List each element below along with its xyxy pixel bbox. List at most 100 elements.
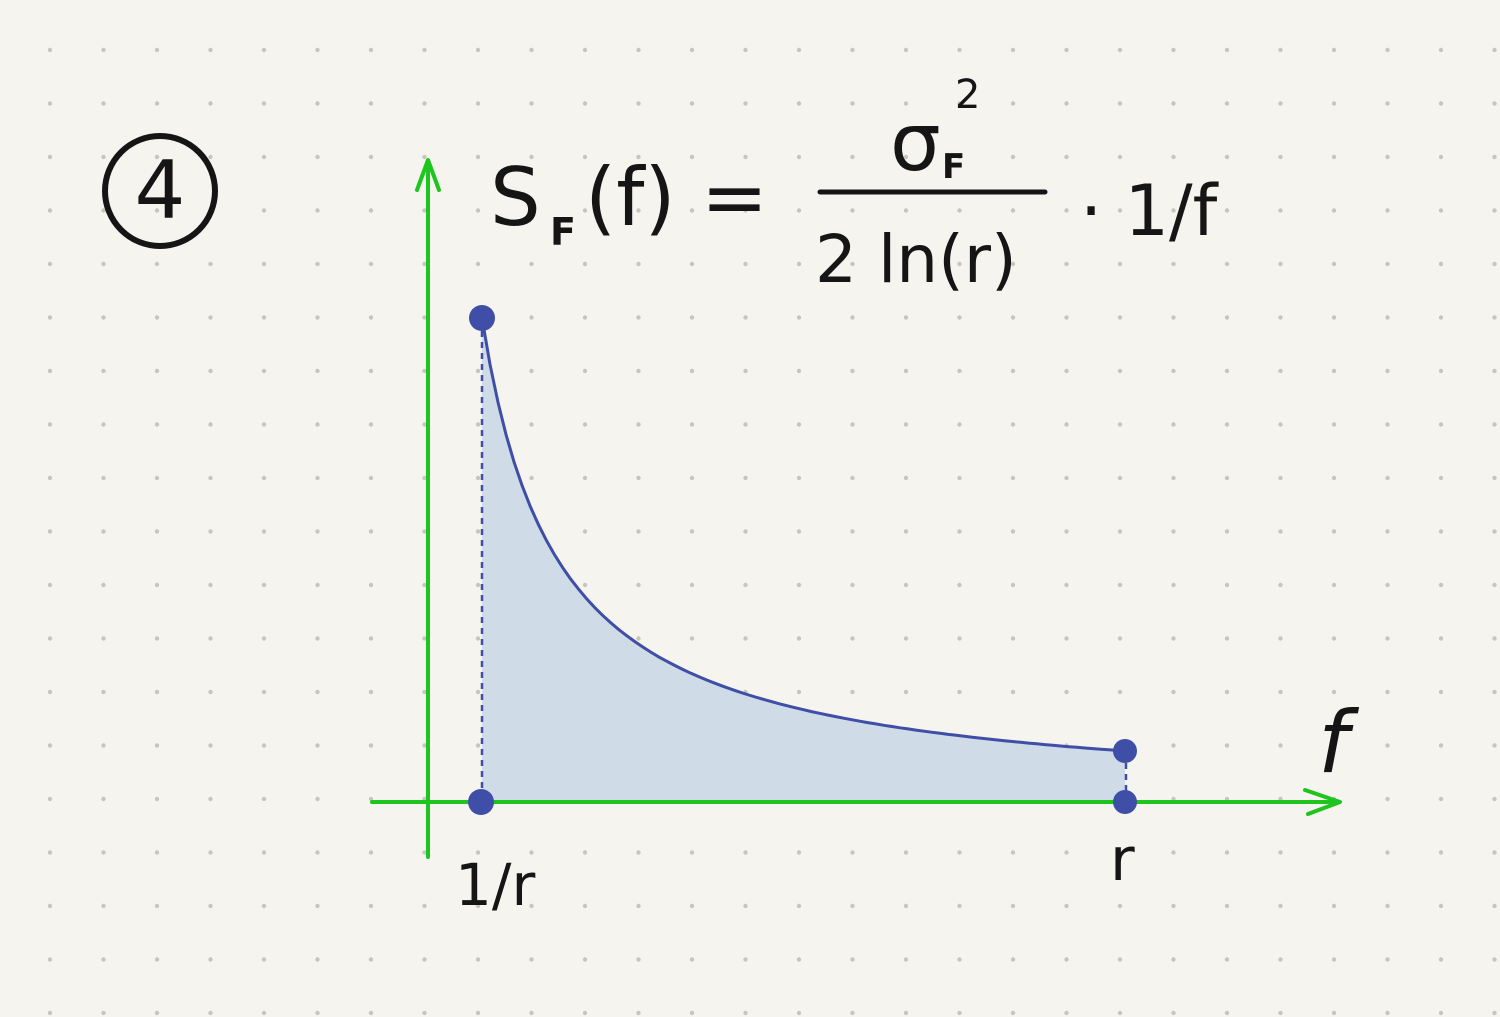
grid-dot [261, 796, 267, 802]
grid-dot [1064, 850, 1069, 855]
grid-dot [208, 154, 213, 160]
grid-dot [743, 154, 748, 160]
grid-dot [582, 475, 588, 481]
grid-dot [957, 957, 962, 962]
grid-dot [101, 689, 106, 695]
grid-dot [582, 1010, 588, 1016]
grid-dot [208, 1010, 213, 1016]
grid-dot [315, 47, 320, 53]
grid-dot [208, 636, 213, 641]
grid-dot [101, 368, 106, 374]
grid-dot [1117, 422, 1123, 427]
grid-dot [689, 582, 695, 588]
grid-dot [315, 422, 320, 427]
grid-dot [850, 850, 855, 855]
grid-dot [1438, 796, 1444, 802]
grid-dot [1064, 208, 1069, 213]
grid-dot [1117, 208, 1123, 213]
grid-dot [208, 368, 213, 374]
grid-dot [101, 154, 106, 160]
grid-dot [261, 1010, 267, 1016]
grid-dot [636, 957, 641, 962]
grid-dot [47, 422, 53, 427]
grid-dot [101, 422, 106, 427]
grid-dot [101, 582, 106, 588]
grid-dot [689, 1010, 695, 1016]
grid-dot [1492, 475, 1497, 481]
grid-dot [47, 208, 53, 213]
grid-dot [1278, 101, 1283, 106]
grid-dot [1331, 315, 1337, 320]
grid-dot [154, 208, 160, 213]
grid-dot [689, 315, 695, 320]
grid-dot [850, 154, 855, 160]
grid-dot [208, 796, 213, 802]
grid-dot [1438, 47, 1444, 53]
formula-lhs-subscript: F [550, 210, 576, 254]
grid-dot [1492, 154, 1497, 160]
grid-dot [475, 261, 481, 267]
grid-dot [1438, 903, 1444, 909]
grid-dot [1492, 903, 1497, 909]
grid-dot [1117, 1010, 1123, 1016]
grid-dot [636, 850, 641, 855]
grid-dot [796, 47, 802, 53]
grid-dot [1171, 1010, 1176, 1016]
grid-dot [1385, 636, 1390, 641]
grid-dot [582, 47, 588, 53]
grid-dot [1331, 743, 1337, 748]
grid-dot [1438, 1010, 1444, 1016]
grid-dot [47, 689, 53, 695]
grid-dot [636, 101, 641, 106]
grid-dot [1492, 1010, 1497, 1016]
formula-factor: · 1/f [1080, 170, 1219, 252]
grid-dot [1224, 850, 1230, 855]
grid-dot [261, 315, 267, 320]
grid-dot [475, 689, 481, 695]
grid-dot [1278, 636, 1283, 641]
grid-dot [1438, 743, 1444, 748]
grid-dot [636, 422, 641, 427]
grid-dot [636, 47, 641, 53]
grid-dot [850, 957, 855, 962]
grid-dot [368, 850, 374, 855]
grid-dot [1010, 529, 1016, 534]
grid-dot [1278, 368, 1283, 374]
grid-dot [368, 582, 374, 588]
grid-dot [1331, 1010, 1337, 1016]
grid-dot [582, 529, 588, 534]
grid-dot [1385, 796, 1390, 802]
grid-dot [261, 582, 267, 588]
grid-dot [315, 368, 320, 374]
grid-dot [743, 1010, 748, 1016]
grid-dot [154, 743, 160, 748]
grid-dot [743, 903, 748, 909]
grid-dot [796, 208, 802, 213]
grid-dot [315, 1010, 320, 1016]
grid-dot [582, 208, 588, 213]
grid-dot [1385, 529, 1390, 534]
grid-dot [1331, 154, 1337, 160]
grid-dot [368, 101, 374, 106]
grid-dot [1438, 689, 1444, 695]
grid-dot [261, 101, 267, 106]
grid-dot [47, 261, 53, 267]
grid-dot [1171, 475, 1176, 481]
grid-dot [796, 689, 802, 695]
grid-dot [208, 47, 213, 53]
grid-dot [1010, 47, 1016, 53]
grid-dot [1224, 261, 1230, 267]
grid-dot [208, 315, 213, 320]
grid-dot [422, 315, 427, 320]
grid-dot [422, 1010, 427, 1016]
grid-dot [529, 208, 534, 213]
grid-dot [422, 529, 427, 534]
grid-dot [1438, 529, 1444, 534]
formula-lhs-argument: (f) = [585, 151, 768, 244]
grid-dot [689, 636, 695, 641]
grid-dot [796, 422, 802, 427]
grid-dot [1064, 101, 1069, 106]
grid-dot [1331, 636, 1337, 641]
grid-dot [1278, 689, 1283, 695]
grid-dot [475, 743, 481, 748]
